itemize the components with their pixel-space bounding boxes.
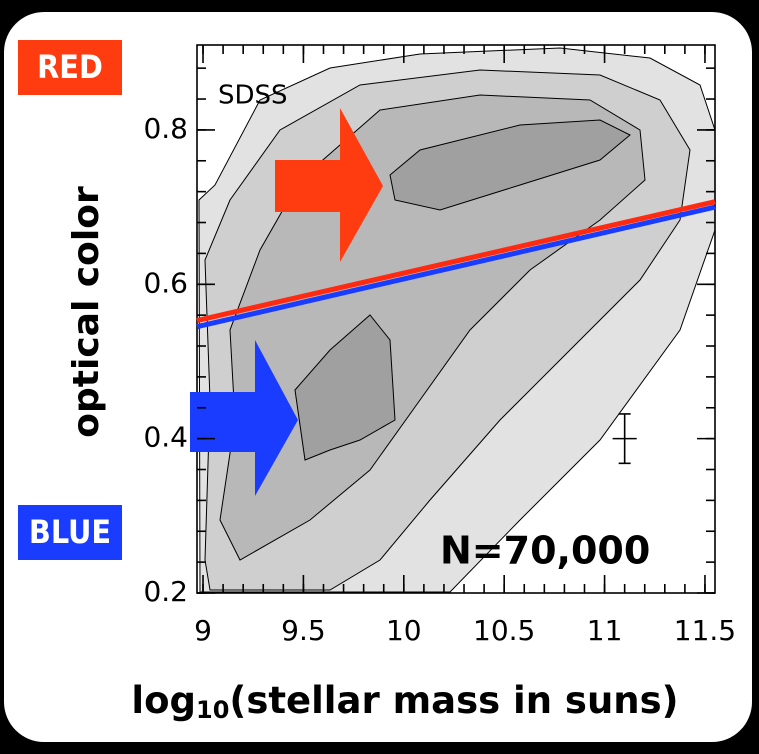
x-tick-label: 10.5 bbox=[473, 614, 535, 647]
y-tick-label: 0.8 bbox=[143, 112, 188, 145]
y-tick-label: 0.4 bbox=[143, 421, 188, 454]
x-tick-label: 9 bbox=[194, 614, 212, 647]
y-axis-label: optical color bbox=[66, 186, 107, 438]
blue-label: BLUE bbox=[29, 513, 111, 551]
survey-label: SDSS bbox=[218, 81, 288, 111]
x-label-rest: (stellar mass in suns) bbox=[229, 679, 678, 722]
x-label-log: log bbox=[131, 679, 196, 722]
y-tick-label: 0.2 bbox=[143, 575, 188, 608]
chart: RED BLUE SDSS N=70,000 optical color log… bbox=[0, 0, 759, 750]
x-tick-label: 11.5 bbox=[674, 614, 736, 647]
count-label: N=70,000 bbox=[440, 529, 650, 573]
x-tick-label: 9.5 bbox=[281, 614, 326, 647]
page: {"chart_data": { "type": "contour", "ann… bbox=[0, 0, 759, 750]
y-tick-label: 0.6 bbox=[143, 266, 188, 299]
x-label-sub: 10 bbox=[196, 696, 229, 724]
x-tick-label: 11 bbox=[587, 614, 623, 647]
red-label: RED bbox=[37, 48, 103, 86]
x-tick-label: 10 bbox=[386, 614, 422, 647]
